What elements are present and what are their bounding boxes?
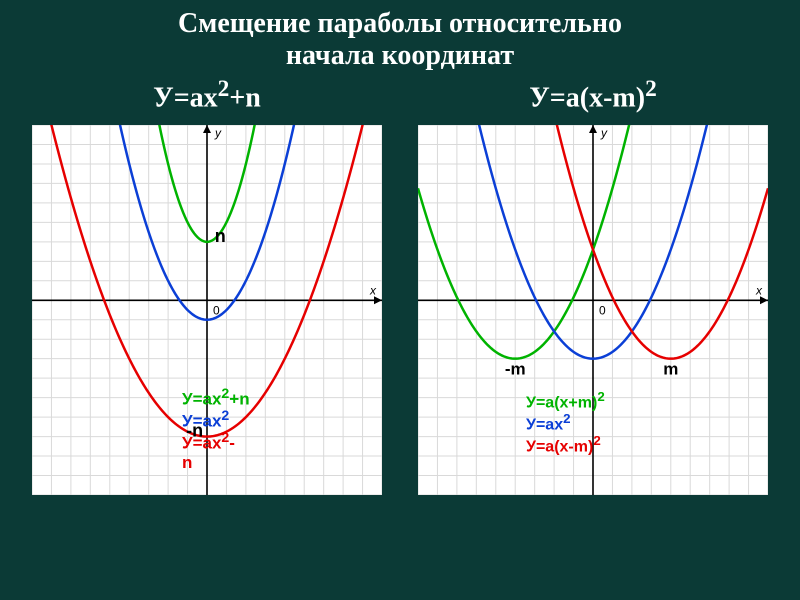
svg-text:-m: -m xyxy=(505,359,526,378)
left-chart: 0xyn-n У=ах2+nУ=ах2У=ах2-n xyxy=(32,125,382,495)
legend-item: n xyxy=(182,454,250,473)
legend-item: У=ах2 xyxy=(182,409,250,431)
left-legend: У=ах2+nУ=ах2У=ах2-n xyxy=(182,387,250,473)
slide-title: Смещение параболы относительно начала ко… xyxy=(0,0,800,72)
svg-text:x: x xyxy=(369,283,377,297)
title-line-2: начала координат xyxy=(0,40,800,72)
svg-text:n: n xyxy=(215,226,226,246)
svg-text:0: 0 xyxy=(599,303,606,317)
legend-item: У=ах2- xyxy=(182,431,250,453)
charts-row: У=ах2+n 0xyn-n У=ах2+nУ=ах2У=ах2-n У=а(х… xyxy=(0,72,800,494)
legend-item: У=а(х-m)2 xyxy=(526,434,605,456)
right-column: У=а(х-m)2 0xy-mm У=а(х+m)2У=ах2У=а(х-m)2 xyxy=(409,72,777,494)
left-subtitle: У=ах2+n xyxy=(153,76,261,114)
svg-text:y: y xyxy=(214,126,222,140)
legend-item: У=ах2 xyxy=(526,412,605,434)
legend-item: У=ах2+n xyxy=(182,387,250,409)
svg-text:y: y xyxy=(600,126,608,140)
right-subtitle: У=а(х-m)2 xyxy=(529,76,656,114)
right-legend: У=а(х+m)2У=ах2У=а(х-m)2 xyxy=(526,390,605,456)
right-chart: 0 x y -m m У=а(х+m)2У=ах2У=а(х-m)2 xyxy=(418,125,768,495)
title-line-1: Смещение параболы относительно xyxy=(0,8,800,40)
legend-item: У=а(х+m)2 xyxy=(526,390,605,412)
svg-text:x: x xyxy=(755,283,763,297)
svg-text:m: m xyxy=(663,359,678,378)
left-column: У=ах2+n 0xyn-n У=ах2+nУ=ах2У=ах2-n xyxy=(23,72,391,494)
